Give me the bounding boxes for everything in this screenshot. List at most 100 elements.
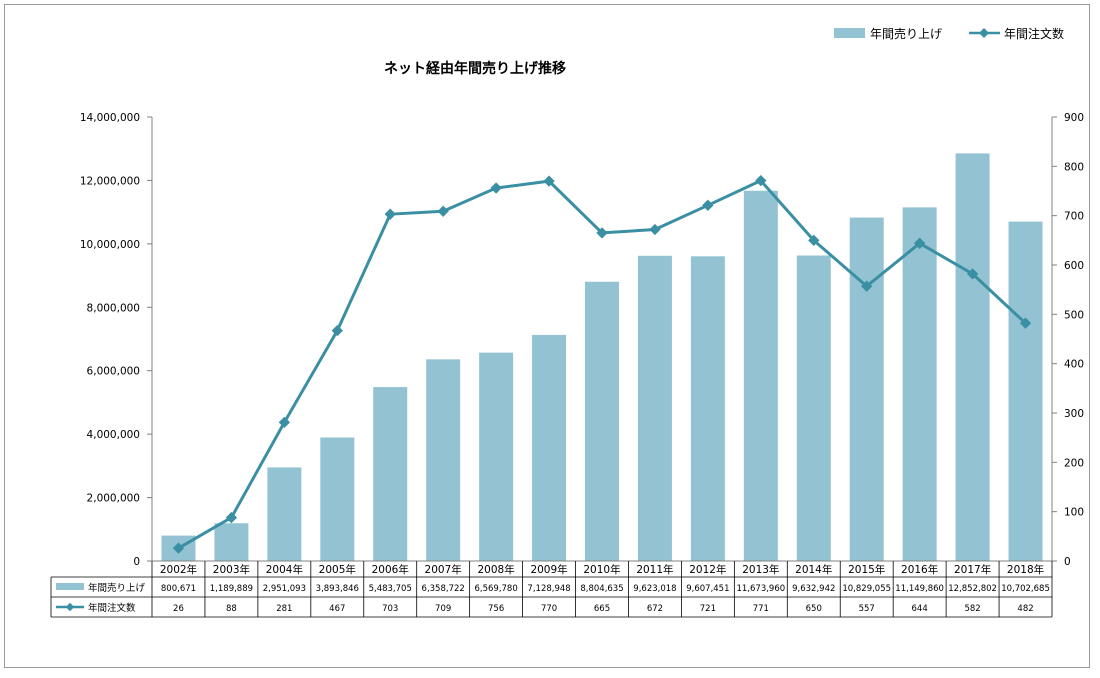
y-right-tick-label: 300 [1064,408,1084,420]
table-cell-orders: 771 [753,604,769,614]
table-cell-sales: 1,189,889 [210,584,253,594]
table-cell-sales: 8,804,635 [580,584,623,594]
y-right-tick-label: 200 [1064,457,1084,469]
table-cell-orders: 467 [329,604,345,614]
line-point [913,237,926,249]
bar [955,153,990,561]
bar [320,437,355,561]
bar [426,359,461,561]
x-tick-label: 2002年 [160,563,197,576]
table-cell-orders: 482 [1017,604,1033,614]
table-cell-orders: 582 [964,604,980,614]
bar [585,281,619,561]
table-cell-sales: 11,673,960 [736,584,785,594]
legend-line-marker [979,28,989,38]
table-cell-sales: 6,358,722 [422,584,465,594]
table-cell-sales: 2,951,093 [263,584,306,594]
table-cell-orders: 557 [859,604,875,614]
table-cell-orders: 26 [173,604,184,614]
line-point [861,280,873,292]
axes: 0 2,000,000 4,000,000 6,000,000 8,000,000 10,… [80,112,1084,568]
line-point [543,175,555,187]
table-cell-sales: 5,483,705 [369,584,412,594]
x-tick-label: 2015年 [848,563,885,576]
bar [267,467,302,561]
table-cell-sales: 10,702,685 [1001,584,1050,594]
table-cell-sales: 7,128,948 [527,584,570,594]
x-tick-label: 2004年 [266,563,303,576]
table-cell-orders: 665 [594,604,610,614]
bar-series [161,153,1043,562]
x-tick-label: 2006年 [372,563,409,576]
table-cell-sales: 9,607,451 [686,584,729,594]
table-cell-orders: 709 [435,604,451,614]
legend-bar-swatch [834,28,865,38]
line-point [172,542,185,554]
y-left-tick-label: 8,000,000 [87,302,140,314]
bar [373,387,408,561]
line-point [1019,317,1032,329]
line-point [649,223,661,236]
line-point [278,416,291,429]
table-cell-orders: 644 [912,604,928,614]
x-tick-label: 2005年 [319,563,356,576]
y-left-tick-label: 2,000,000 [87,493,140,505]
y-right-tick-label: 700 [1064,211,1084,223]
y-left-tick-label: 0 [133,556,140,568]
table-cell-sales: 6,569,780 [474,584,517,594]
y-left-tick-label: 4,000,000 [87,429,140,441]
chart-frame [4,4,1090,668]
line-point [384,208,396,220]
x-tick-label: 2013年 [742,563,779,576]
y-right-tick-label: 900 [1064,112,1084,124]
legend-line-label: 年間注文数 [1004,26,1064,41]
line-point [808,234,820,246]
line-point [596,227,608,239]
y-left-tick-label: 12,000,000 [80,175,140,187]
bar [479,352,514,561]
x-tick-label: 2014年 [795,563,832,576]
x-tick-label: 2003年 [213,563,250,576]
line-point [702,199,714,211]
table-cell-sales: 9,623,018 [633,584,676,594]
data-table: 2002年 2003年 2004年 2005年 2006年 2007年 2008年 2009年… [50,560,1053,618]
line-point [490,182,502,194]
table-cell-sales: 800,671 [161,584,196,594]
table-bar-key [56,583,84,590]
bar [637,255,672,561]
line-series [172,174,1032,554]
bar [743,190,778,562]
line-point [755,174,767,187]
bar [532,334,567,561]
bar [690,256,725,561]
table-cell-orders: 672 [647,604,663,614]
bar [214,523,249,561]
y-right-tick-label: 0 [1064,556,1071,568]
table-cell-orders: 88 [226,604,237,614]
table-cell-sales: 9,632,942 [792,584,835,594]
x-tick-label: 2007年 [425,563,462,576]
line-point [331,324,343,337]
table-row-label: 年間注文数 [88,602,136,614]
table-cell-sales: 10,829,055 [842,584,891,594]
y-right-tick-label: 600 [1064,260,1084,272]
bar [902,207,937,562]
table-cell-sales: 12,852,802 [948,584,997,594]
x-tick-label: 2008年 [478,563,515,576]
x-tick-label: 2017年 [954,563,991,576]
table-cell-orders: 770 [541,604,557,614]
table-cell-orders: 281 [276,604,292,614]
line-point [966,268,979,280]
table-cell-sales: 11,149,860 [895,584,944,594]
bar [849,217,884,561]
y-left-tick-label: 6,000,000 [87,366,140,378]
y-right-tick-label: 500 [1064,309,1084,321]
legend: 年間売り上げ 年間注文数 [834,26,1064,41]
x-tick-label: 2012年 [689,563,726,576]
y-left-tick-label: 14,000,000 [80,112,140,124]
x-tick-label: 2011年 [636,563,673,576]
chart-title: ネット経由年間売り上げ推移 [384,60,566,77]
table-cell-orders: 650 [806,604,822,614]
x-tick-label: 2016年 [901,563,938,576]
x-tick-label: 2010年 [583,563,620,576]
